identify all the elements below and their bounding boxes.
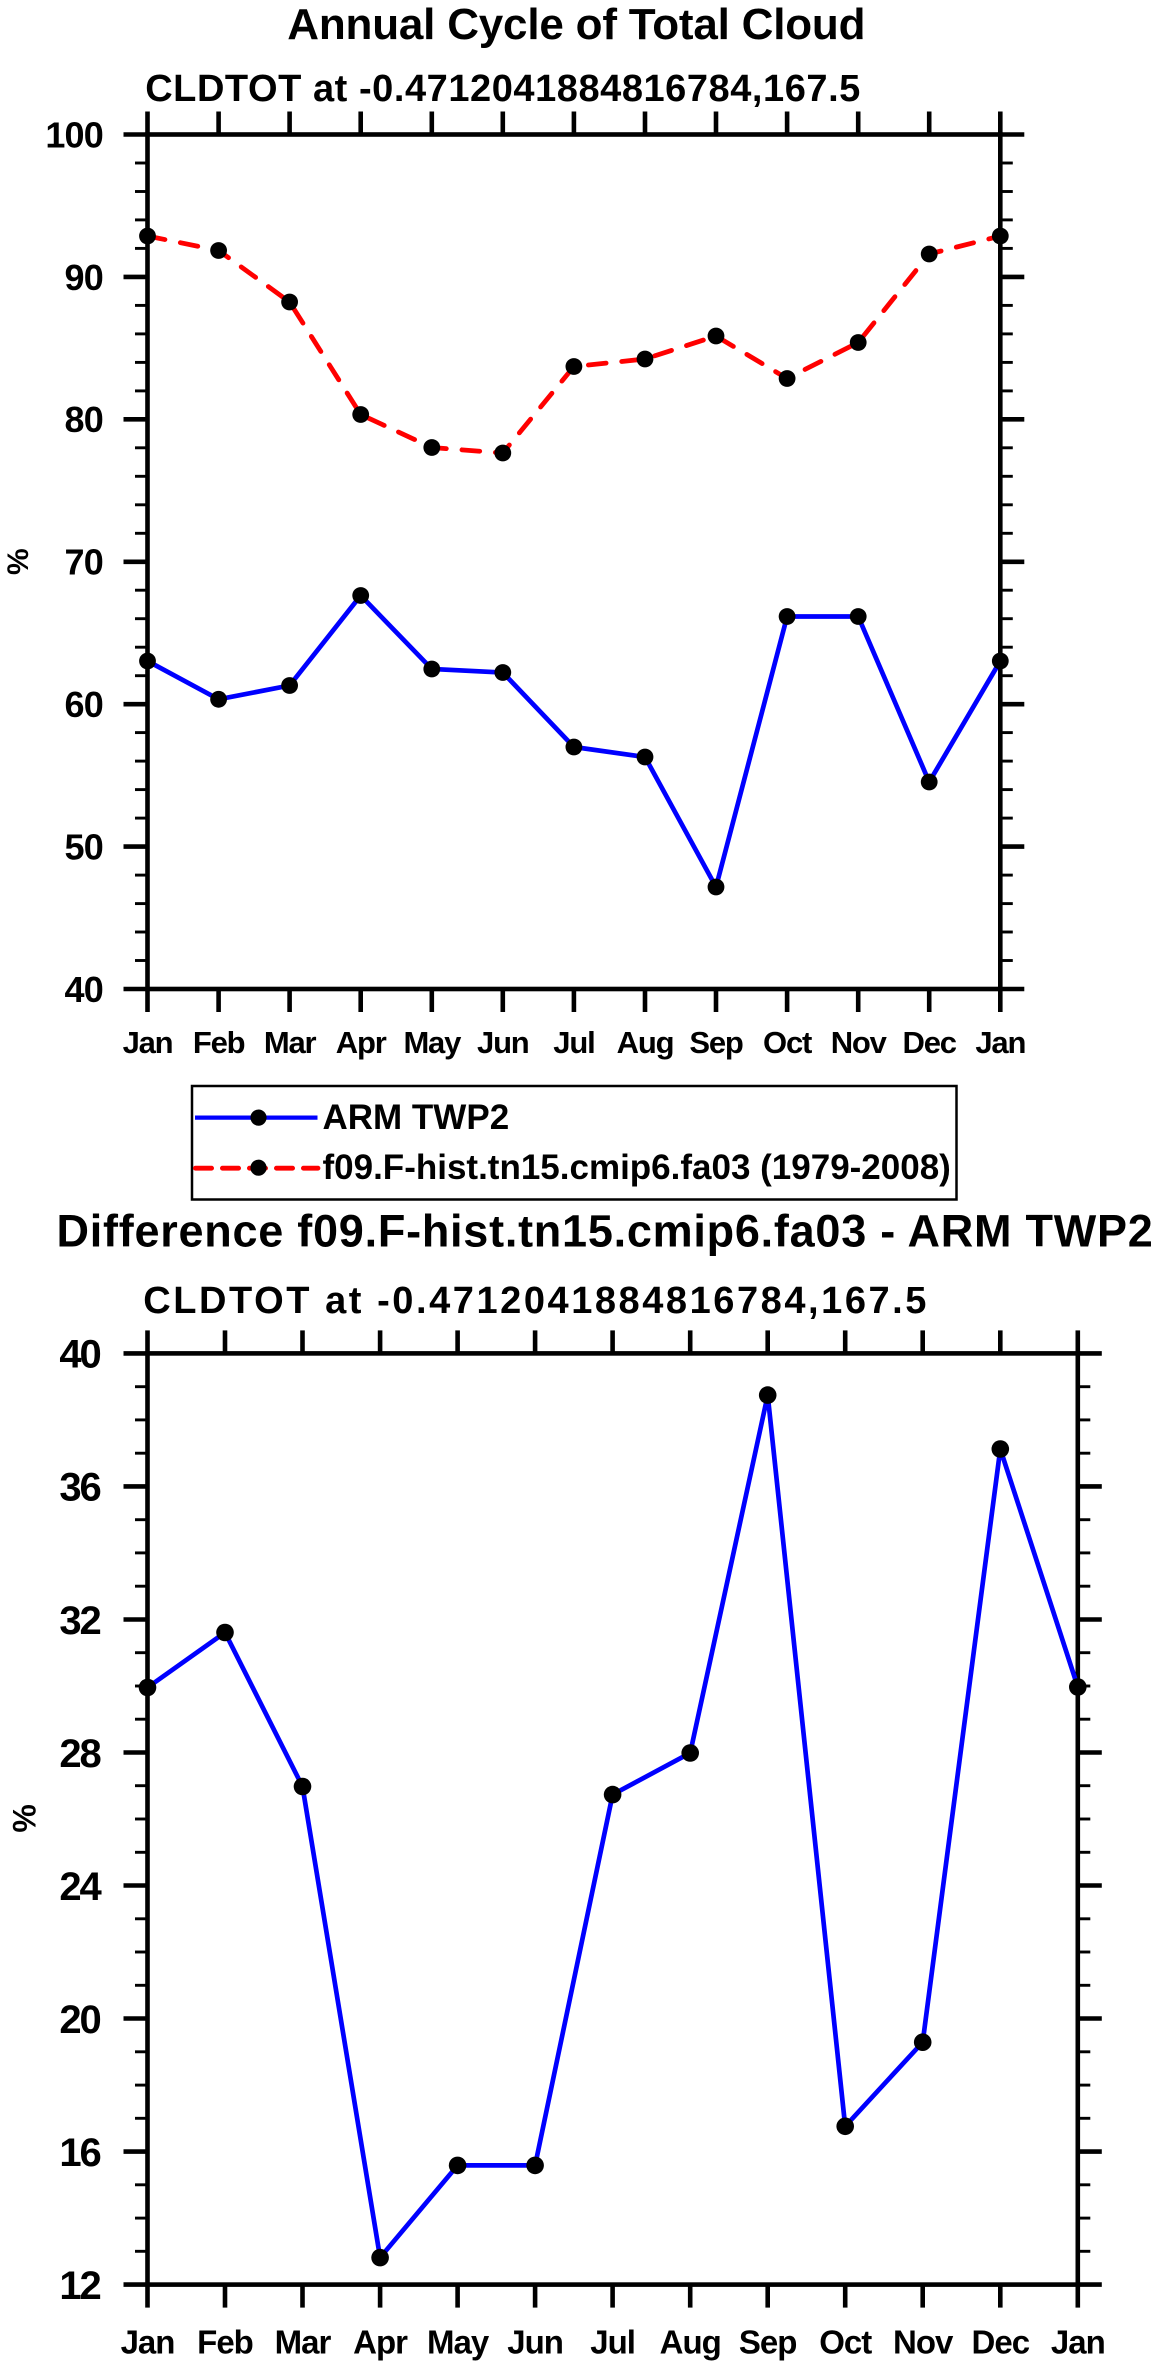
svg-text:%: % [7, 1804, 43, 1832]
svg-text:20: 20 [59, 1998, 100, 2042]
svg-text:90: 90 [65, 257, 103, 298]
svg-text:Apr: Apr [353, 2324, 408, 2361]
svg-text:Jan: Jan [975, 1025, 1025, 1060]
svg-text:40: 40 [59, 1333, 100, 1377]
svg-text:80: 80 [65, 399, 103, 440]
svg-text:%: % [2, 548, 35, 575]
svg-text:Nov: Nov [831, 1025, 888, 1060]
svg-text:Apr: Apr [336, 1025, 387, 1060]
svg-text:32: 32 [59, 1599, 100, 1643]
svg-text:Sep: Sep [689, 1025, 743, 1060]
svg-text:Difference f09.F-hist.tn15.cmi: Difference f09.F-hist.tn15.cmip6.fa03 - … [56, 1205, 1153, 1256]
svg-text:Nov: Nov [893, 2324, 954, 2361]
svg-text:May: May [403, 1025, 462, 1060]
svg-text:36: 36 [59, 1466, 100, 1510]
svg-text:70: 70 [65, 542, 103, 583]
svg-text:16: 16 [59, 2131, 100, 2175]
svg-text:50: 50 [65, 827, 103, 868]
svg-text:40: 40 [65, 969, 103, 1010]
svg-text:100: 100 [45, 114, 103, 155]
svg-text:Aug: Aug [660, 2324, 721, 2361]
svg-text:Sep: Sep [739, 2324, 797, 2361]
svg-text:60: 60 [65, 684, 103, 725]
svg-text:Oct: Oct [819, 2324, 872, 2361]
svg-text:Oct: Oct [763, 1025, 812, 1060]
svg-text:12: 12 [59, 2264, 100, 2308]
svg-text:Jul: Jul [553, 1025, 594, 1060]
svg-text:Dec: Dec [903, 1025, 957, 1060]
svg-text:Aug: Aug [617, 1025, 674, 1060]
svg-text:Jan: Jan [123, 1025, 173, 1060]
svg-text:Jul: Jul [590, 2324, 635, 2361]
svg-text:f09.F-hist.tn15.cmip6.fa03 (19: f09.F-hist.tn15.cmip6.fa03 (1979-2008) [323, 1148, 951, 1187]
svg-text:Mar: Mar [264, 1025, 317, 1060]
svg-text:Feb: Feb [193, 1025, 245, 1060]
svg-text:ARM TWP2: ARM TWP2 [323, 1098, 510, 1137]
svg-text:Jun: Jun [507, 2324, 563, 2361]
svg-text:28: 28 [59, 1732, 101, 1776]
svg-text:Jan: Jan [1051, 2324, 1105, 2361]
svg-text:24: 24 [59, 1865, 102, 1909]
svg-text:Dec: Dec [972, 2324, 1030, 2361]
svg-text:Jan: Jan [121, 2324, 175, 2361]
svg-text:May: May [427, 2324, 490, 2361]
svg-text:Annual Cycle of Total Cloud: Annual Cycle of Total Cloud [287, 0, 865, 49]
svg-text:Jun: Jun [477, 1025, 529, 1060]
svg-text:CLDTOT at -0.4712041884816784,: CLDTOT at -0.4712041884816784,167.5 [143, 1280, 929, 1322]
svg-text:Mar: Mar [275, 2324, 332, 2361]
svg-text:Feb: Feb [197, 2324, 253, 2361]
svg-text:CLDTOT at -0.4712041884816784,: CLDTOT at -0.4712041884816784,167.5 [145, 68, 861, 110]
